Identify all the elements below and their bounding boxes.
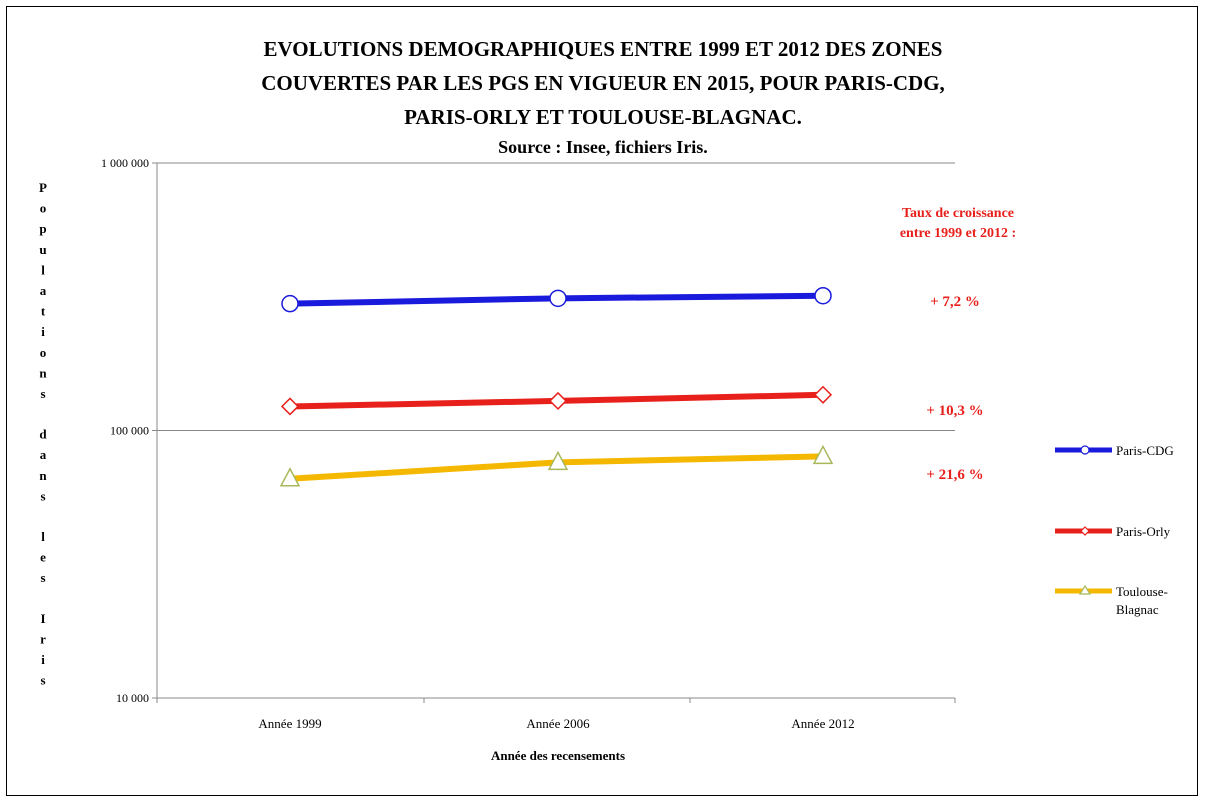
y-axis-label-char: i <box>41 652 45 667</box>
y-axis-label-char: n <box>39 365 47 380</box>
y-axis-label-char: o <box>40 345 47 360</box>
y-axis-label-char: s <box>40 570 45 585</box>
legend-label-paris-orly: Paris-Orly <box>1116 524 1171 539</box>
y-axis-label-char: e <box>40 550 46 565</box>
y-axis-label-char: l <box>41 262 45 277</box>
legend-marker <box>1080 445 1090 455</box>
y-axis-label-char: u <box>39 242 46 257</box>
chart-title-line-2: COUVERTES PAR LES PGS EN VIGUEUR EN 2015… <box>261 71 945 95</box>
y-axis-label-char: s <box>40 488 45 503</box>
data-point <box>813 385 833 404</box>
y-tick-label: 1 000 000 <box>101 156 149 170</box>
data-point <box>279 467 301 487</box>
data-point <box>549 289 567 308</box>
legend-marker <box>1080 526 1090 536</box>
x-axis-label: Année des recensements <box>491 748 625 763</box>
y-axis-label-char: d <box>39 427 47 442</box>
data-point <box>281 294 299 313</box>
growth-annotations: Taux de croissance entre 1999 et 2012 : … <box>900 206 1016 483</box>
y-axis-label-char: P <box>39 180 47 195</box>
y-tick-label: 100 000 <box>110 424 149 438</box>
y-axis-label-char: a <box>40 283 47 298</box>
chart-title-line-3: PARIS-ORLY ET TOULOUSE-BLAGNAC. <box>404 105 802 129</box>
legend-label-toulouse-part-2: Blagnac <box>1116 602 1159 617</box>
x-tick-label: Année 2006 <box>526 716 590 731</box>
data-point <box>547 450 569 471</box>
y-axis-label-char: a <box>40 447 47 462</box>
y-tick-label: 10 000 <box>116 691 149 705</box>
annotation-title-line-2: entre 1999 et 2012 : <box>900 226 1016 241</box>
y-axis-label-char: p <box>39 221 46 236</box>
y-axis-label-char: o <box>40 201 47 216</box>
data-point <box>814 286 832 305</box>
data-point <box>548 391 568 410</box>
growth-label-toulouse-blagnac: + 21,6 % <box>926 467 983 483</box>
y-axis-label-char: s <box>40 673 45 688</box>
y-axis-label-char: r <box>40 631 46 646</box>
x-tick-label: Année 2012 <box>791 716 854 731</box>
data-point <box>812 444 834 465</box>
series-layer <box>279 286 834 487</box>
legend-marker <box>1078 584 1092 595</box>
growth-label-paris-cdg: + 7,2 % <box>930 294 980 310</box>
y-axis-label-char: I <box>40 611 45 626</box>
y-axis-label-char: t <box>41 304 46 319</box>
chart-title-line-1: EVOLUTIONS DEMOGRAPHIQUES ENTRE 1999 ET … <box>264 37 943 61</box>
y-axis-label-char: i <box>41 324 45 339</box>
x-tick-label: Année 1999 <box>258 716 321 731</box>
y-axis-label-char: n <box>39 468 47 483</box>
growth-label-paris-orly: + 10,3 % <box>926 403 983 419</box>
data-point <box>280 397 300 416</box>
grid <box>152 162 956 703</box>
x-axis: Année 1999 Année 2006 Année 2012 <box>258 716 854 731</box>
legend-label-paris-cdg: Paris-CDG <box>1116 443 1174 458</box>
annotation-title-line-1: Taux de croissance <box>902 206 1014 221</box>
chart-subtitle: Source : Insee, fichiers Iris. <box>498 137 708 157</box>
legend-label-toulouse-part-1: Toulouse- <box>1116 584 1168 599</box>
y-axis-label-char: s <box>40 386 45 401</box>
legend-label-toulouse-blagnac: Toulouse- Blagnac <box>1116 584 1171 617</box>
y-axis-label-char: l <box>41 529 45 544</box>
y-axis: 1 000 000 100 000 10 000 <box>101 156 149 705</box>
legend: Paris-CDG Paris-Orly Toulouse- Blagnac <box>1055 443 1174 617</box>
